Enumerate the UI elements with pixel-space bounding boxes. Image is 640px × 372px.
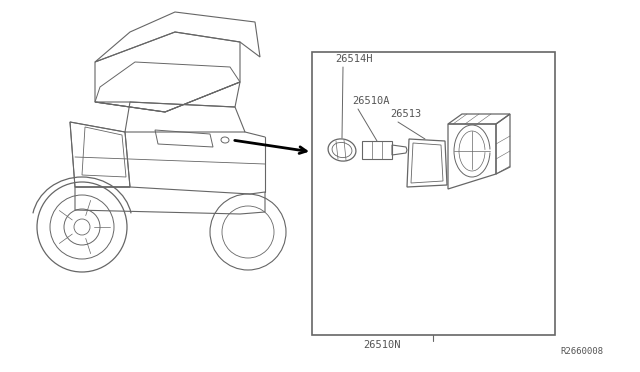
Text: 26513: 26513 [390,109,421,119]
Text: 26510A: 26510A [352,96,390,106]
Text: 26510N: 26510N [363,340,401,350]
Bar [312,52,555,335]
Text: 26514H: 26514H [335,54,372,64]
Text: R2660008: R2660008 [560,347,603,356]
